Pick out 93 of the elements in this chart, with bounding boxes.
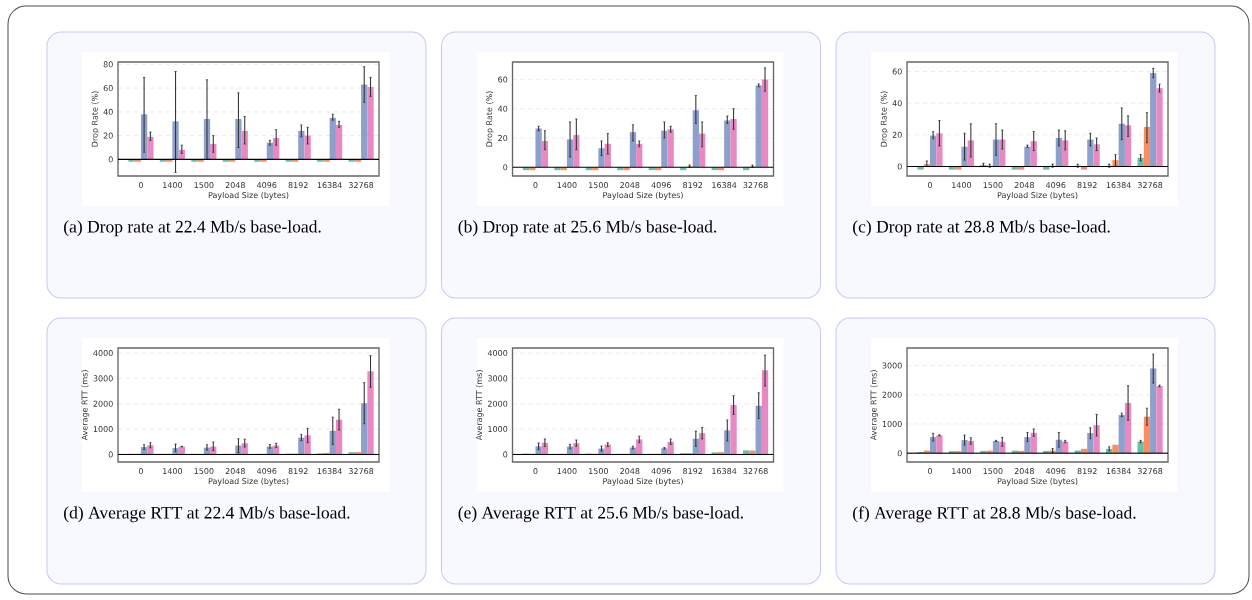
- y-tick-label: 2000: [93, 400, 113, 407]
- y-tick-label: 20: [498, 134, 508, 142]
- x-tick-label: 1500: [983, 182, 1003, 189]
- x-tick-label: 32768: [743, 182, 768, 189]
- x-tick-label: 8192: [683, 182, 703, 189]
- text: (e) Average RTT at 25.6 Mb/s base-load.: [458, 506, 743, 523]
- x-tick-label: 4096: [1045, 182, 1066, 189]
- text: (a) Drop rate at 22.4 Mb/s base-load.: [64, 220, 321, 237]
- y-tick-label: 60: [892, 68, 902, 75]
- x-axis-title: Payload Size (bytes): [208, 477, 289, 486]
- x-tick-label: 0: [533, 468, 538, 475]
- x-tick-label: 1400: [557, 182, 577, 189]
- text: (c) Drop rate at 28.8 Mb/s base-load.: [853, 220, 1110, 237]
- y-tick-label: 3000: [882, 362, 902, 369]
- x-tick-label: 8192: [288, 468, 308, 475]
- x-tick-label: 2048: [1014, 468, 1034, 475]
- x-tick-label: 8192: [1077, 182, 1097, 189]
- x-tick-label: 1500: [983, 468, 1003, 475]
- y-axis-title: Drop Rate (%): [486, 91, 494, 147]
- y-tick-label: 40: [498, 105, 508, 112]
- x-tick-label: 8192: [288, 182, 308, 189]
- y-tick-label: 80: [103, 61, 113, 68]
- x-tick-label: 2048: [1014, 182, 1034, 189]
- y-axis-title: Drop Rate (%): [880, 91, 889, 147]
- text: (b) Drop rate at 25.6 Mb/s base-load.: [458, 220, 717, 237]
- x-tick-label: 0: [927, 468, 932, 475]
- y-tick-label: 1000: [488, 426, 508, 433]
- x-tick-label: 0: [533, 182, 538, 189]
- x-tick-label: 1500: [194, 468, 214, 475]
- x-tick-label: 1400: [952, 182, 972, 189]
- x-tick-label: 32768: [348, 468, 374, 475]
- x-tick-label: 1500: [589, 182, 608, 189]
- x-tick-label: 16384: [1106, 182, 1131, 189]
- x-tick-label: 1500: [194, 182, 214, 189]
- x-tick-label: 2048: [620, 182, 640, 189]
- x-tick-label: 4096: [256, 468, 277, 475]
- x-tick-label: 4096: [1045, 468, 1066, 475]
- x-tick-label: 32768: [1137, 182, 1163, 189]
- y-tick-label: 3000: [488, 375, 508, 382]
- x-axis-title: Payload Size (bytes): [208, 191, 289, 200]
- y-axis-title: Drop Rate (%): [91, 91, 100, 147]
- y-tick-label: 4000: [93, 350, 113, 357]
- y-tick-label: 0: [108, 451, 113, 458]
- x-tick-label: 4096: [651, 182, 671, 189]
- y-tick-label: 2000: [488, 400, 508, 407]
- x-tick-label: 16384: [712, 468, 737, 475]
- x-tick-label: 0: [138, 182, 143, 189]
- x-axis-title: Payload Size (bytes): [997, 477, 1078, 486]
- y-tick-label: 40: [103, 108, 113, 115]
- x-tick-label: 1400: [557, 468, 577, 475]
- x-tick-label: 1400: [163, 182, 183, 189]
- y-tick-label: 2000: [882, 391, 902, 398]
- y-axis-title: Average RTT (ms): [870, 370, 879, 441]
- y-tick-label: 40: [892, 100, 902, 107]
- x-tick-label: 0: [138, 468, 143, 475]
- y-tick-label: 0: [108, 156, 113, 163]
- x-axis-title: Payload Size (bytes): [997, 191, 1078, 200]
- y-tick-label: 20: [103, 132, 113, 139]
- x-tick-label: 2048: [225, 182, 245, 189]
- y-tick-label: 0: [897, 163, 902, 170]
- x-axis-title: Payload Size (bytes): [603, 191, 683, 200]
- x-tick-label: 1400: [952, 468, 972, 475]
- y-tick-label: 0: [503, 164, 508, 171]
- x-tick-label: 8192: [683, 468, 703, 475]
- x-axis-title: Payload Size (bytes): [603, 477, 683, 486]
- x-tick-label: 16384: [317, 182, 342, 189]
- x-tick-label: 32768: [348, 182, 374, 189]
- x-tick-label: 2048: [620, 468, 640, 475]
- x-tick-label: 2048: [225, 468, 245, 475]
- x-tick-label: 16384: [317, 468, 342, 475]
- x-tick-label: 32768: [743, 468, 768, 475]
- y-axis-title: Average RTT (ms): [81, 370, 90, 441]
- x-tick-label: 16384: [1106, 468, 1131, 475]
- y-tick-label: 0: [897, 450, 902, 457]
- x-tick-label: 1500: [589, 468, 608, 475]
- y-tick-label: 1000: [93, 426, 113, 433]
- y-tick-label: 0: [503, 451, 508, 458]
- x-tick-label: 4096: [256, 182, 277, 189]
- text: (f) Average RTT at 28.8 Mb/s base-load.: [853, 506, 1136, 523]
- x-tick-label: 1400: [163, 468, 183, 475]
- y-tick-label: 60: [498, 76, 508, 83]
- y-axis-title: Average RTT (ms): [475, 370, 484, 441]
- y-tick-label: 60: [103, 85, 113, 92]
- y-tick-label: 20: [892, 131, 902, 138]
- y-tick-label: 4000: [487, 350, 508, 357]
- y-tick-label: 3000: [93, 375, 113, 382]
- y-tick-label: 1000: [882, 420, 902, 428]
- x-tick-label: 4096: [651, 468, 671, 475]
- x-tick-label: 8192: [1077, 468, 1097, 475]
- x-tick-label: 16384: [712, 182, 737, 189]
- x-tick-label: 32768: [1137, 468, 1163, 475]
- text: (d) Average RTT at 22.4 Mb/s base-load.: [64, 506, 350, 523]
- x-tick-label: 0: [927, 182, 932, 189]
